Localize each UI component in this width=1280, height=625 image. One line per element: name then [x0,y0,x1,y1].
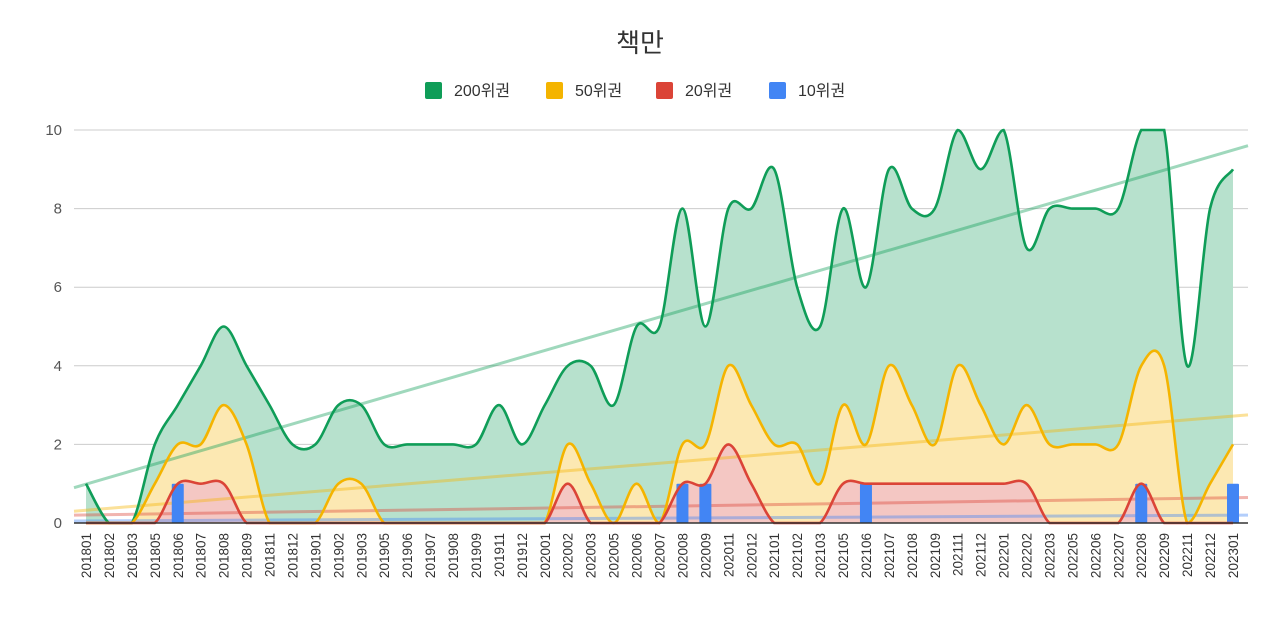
series-area-1 [86,350,1233,523]
x-tick-label: 202005 [607,533,622,578]
x-tick-label: 202008 [675,533,690,578]
x-tick-label: 202202 [1020,533,1035,578]
legend-item-2[interactable]: 20위권 [656,82,732,100]
legend-item-0[interactable]: 200위권 [425,82,510,100]
x-tick-label: 202001 [538,533,553,578]
x-tick-label: 202003 [584,533,599,578]
bar-202106[interactable] [859,483,872,523]
y-tick-label: 10 [45,122,62,139]
legend-label: 10위권 [798,82,845,100]
x-tick-label: 202002 [561,533,576,578]
x-tick-label: 201907 [423,533,438,578]
x-tick-label: 202206 [1088,533,1103,578]
x-tick-label: 202109 [928,533,943,578]
y-tick-label: 4 [54,358,62,375]
legend-swatch [769,82,786,99]
legend-swatch [425,82,442,99]
x-tick-label: 202208 [1134,533,1149,578]
x-tick-label: 202103 [813,533,828,578]
x-tick-label: 201812 [285,533,300,578]
bar-202009[interactable] [699,483,712,523]
legend-item-3[interactable]: 10위권 [769,82,845,100]
x-tick-label: 202105 [836,533,851,578]
x-tick-label: 201905 [377,533,392,578]
series-bars [171,483,1239,523]
legend-swatch [546,82,563,99]
y-tick-label: 0 [54,515,62,532]
x-tick-label: 202107 [882,533,897,578]
x-tick-label: 201806 [171,533,186,578]
x-tick-label: 201903 [354,533,369,578]
legend-label: 50위권 [575,82,622,100]
x-tick-label: 202209 [1157,533,1172,578]
series-line-0[interactable] [84,128,1235,525]
x-tick-label: 201808 [217,533,232,578]
x-axis-ticks: 201801 201802 201803 201805 201806 201807 2018… [79,533,1241,578]
legend-swatch [656,82,673,99]
bar-202208[interactable] [1135,483,1148,523]
x-tick-label: 202203 [1042,533,1057,578]
x-tick-label: 201911 [492,533,507,577]
y-axis-ticks: 0 2 4 6 8 10 [45,122,62,532]
x-tick-label: 201909 [469,533,484,578]
x-tick-label: 202102 [790,533,805,578]
x-tick-label: 201809 [240,533,255,578]
x-tick-label: 201906 [400,533,415,578]
y-tick-label: 2 [54,436,62,453]
trendline-2 [73,495,1249,517]
x-tick-label: 202212 [1203,533,1218,578]
trendline-1 [73,413,1249,513]
x-tick-label: 202211 [1180,533,1195,577]
x-tick-label: 202111 [951,533,966,576]
x-tick-label: 202009 [698,533,713,578]
x-tick-label: 202301 [1226,533,1241,578]
legend-label: 20위권 [685,82,732,100]
x-tick-label: 201908 [446,533,461,578]
x-tick-label: 202108 [905,533,920,578]
x-tick-label: 202101 [767,533,782,578]
x-tick-label: 202205 [1065,533,1080,578]
bar-202008[interactable] [676,483,689,523]
x-tick-label: 202112 [974,533,989,577]
x-tick-label: 202011 [721,533,736,577]
x-tick-label: 201807 [194,533,209,578]
series-area-2 [86,444,1233,523]
x-tick-label: 201801 [79,533,94,578]
y-tick-label: 6 [54,279,62,296]
legend[interactable]: 200위권 50위권 20위권 10위권 [425,82,845,100]
x-tick-label: 202207 [1111,533,1126,578]
x-tick-label: 201901 [308,533,323,578]
x-tick-label: 202106 [859,533,874,578]
x-tick-label: 201902 [331,533,346,578]
x-tick-label: 201811 [263,533,278,577]
x-tick-label: 201802 [102,533,117,578]
x-tick-label: 201803 [125,533,140,578]
x-tick-label: 202006 [630,533,645,578]
x-tick-label: 202201 [997,533,1012,578]
x-tick-label: 201912 [515,533,530,578]
legend-label: 200위권 [454,82,510,100]
bar-201806[interactable] [171,483,184,523]
bar-202301[interactable] [1227,483,1239,523]
legend-item-1[interactable]: 50위권 [546,82,622,100]
x-tick-label: 202012 [744,533,759,578]
x-tick-label: 201805 [148,533,163,578]
chart-title: 책만 [616,28,664,58]
y-tick-label: 8 [54,201,62,218]
x-tick-label: 202007 [653,533,668,578]
